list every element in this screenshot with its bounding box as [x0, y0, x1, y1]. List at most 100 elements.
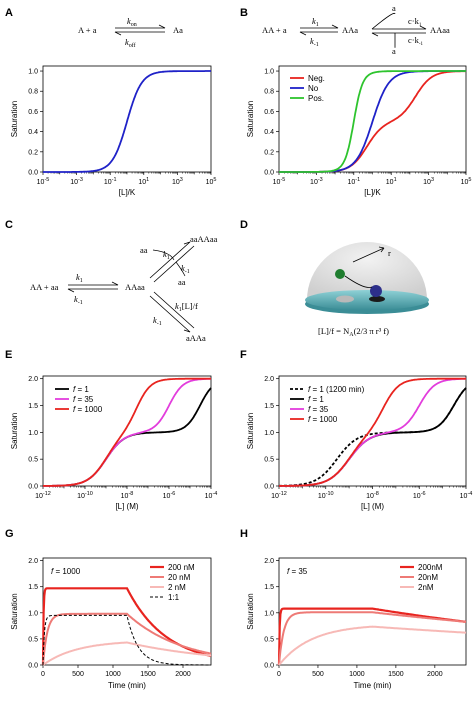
scheme-b: AA + a AAa AAaa k1 k-1 a a c·k1 c·k-1 [262, 3, 450, 56]
x-tick-label: 10-6 [163, 491, 176, 500]
arrow-icon [352, 246, 385, 263]
x-axis-label: Time (min) [108, 681, 146, 690]
legend-label: f = 35 [308, 405, 329, 414]
scheme-b-a-bot: a [392, 46, 396, 56]
arrow-forward-icon [300, 24, 339, 29]
legend-label: 2nM [418, 583, 434, 592]
panel-label-g: G [5, 528, 14, 540]
y-tick-label: 1.0 [28, 69, 38, 76]
diagram-d: r [L]/f = NA(2/3 π r³ f) [305, 242, 429, 338]
x-tick-label: 10-3 [70, 177, 83, 186]
arrow-curve-icon [152, 249, 186, 277]
series-line-20nm [278, 611, 466, 666]
x-tick-label: 101 [138, 177, 149, 186]
arrow-down-icon [149, 295, 191, 333]
scheme-a-right: Aa [173, 25, 183, 35]
scheme-c-aa-in: aa [140, 245, 148, 255]
x-tick-label: 2000 [175, 671, 191, 678]
x-tick-label: 10-8 [366, 491, 379, 500]
x-tick-label: 500 [312, 671, 324, 678]
arrow-forward-icon [115, 24, 166, 29]
scheme-a: A + a Aa kon koff [78, 16, 183, 49]
scheme-c-top: aaAAaa [190, 234, 218, 244]
scheme-b-ck1: c·k1 [408, 16, 422, 28]
scheme-c-aa-out: aa [178, 277, 186, 287]
x-tick-label: 101 [386, 177, 397, 186]
series-line-2-nm [42, 641, 211, 666]
y-tick-label: 0.0 [264, 663, 274, 670]
legend-label: f = 35 [73, 395, 94, 404]
x-axis-label: Time (min) [354, 681, 392, 690]
x-tick-label: 10-6 [413, 491, 426, 500]
y-tick-label: 0.0 [28, 170, 38, 177]
x-tick-label: 10-12 [35, 491, 51, 500]
scheme-b-right: AAaa [430, 25, 450, 35]
receptor-base [369, 296, 385, 302]
legend-label: 200 nM [168, 563, 195, 572]
legend-label: 1:1 [168, 593, 180, 602]
x-tick-label: 500 [72, 671, 84, 678]
y-tick-label: 1.0 [264, 610, 274, 617]
y-tick-label: 1.5 [28, 584, 38, 591]
arrow-forward-icon [371, 12, 427, 30]
x-tick-label: 10-10 [318, 491, 334, 500]
arrow-forward-icon [68, 281, 119, 286]
y-tick-label: 1.5 [264, 403, 274, 410]
x-tick-label: 10-4 [205, 491, 218, 500]
arrow-down-icon [153, 245, 195, 283]
x-tick-label: 1500 [140, 671, 156, 678]
x-axis-label: [L] (M) [115, 502, 138, 511]
panel-label-a: A [5, 7, 13, 19]
y-tick-label: 0.6 [264, 109, 274, 116]
chart-annotation: f = 35 [287, 567, 308, 576]
y-tick-label: 0.4 [28, 129, 38, 136]
panel-label-f: F [240, 349, 247, 361]
series-line-2nm [278, 625, 467, 666]
receptor-patch [336, 295, 354, 303]
receptor-head [370, 285, 382, 297]
y-tick-label: 2.0 [28, 376, 38, 383]
radius-label: r [388, 248, 391, 258]
series-line-pos- [279, 70, 466, 173]
scheme-c-bot: aAAa [186, 333, 206, 343]
legend-label: f = 1000 [73, 405, 103, 414]
chart-g: 0.0 0.5 1.0 1.5 2.0 0 500 1000 1500 2000 Time (min… [10, 557, 212, 690]
x-tick-label: 103 [172, 177, 183, 186]
y-tick-label: 0.5 [264, 636, 274, 643]
scheme-a-kon: kon [127, 16, 137, 28]
scheme-c-km1: k-1 [74, 294, 83, 306]
legend-label: 20 nM [168, 573, 191, 582]
scheme-b-a-top: a [392, 3, 396, 13]
y-axis-label: Saturation [10, 593, 19, 629]
scheme-a-left: A + a [78, 25, 97, 35]
series-line-1-1 [42, 614, 211, 666]
d-formula: [L]/f = NA(2/3 π r³ f) [318, 326, 389, 338]
x-axis-label: [L]/K [364, 188, 381, 197]
y-tick-label: 0.6 [28, 109, 38, 116]
y-tick-label: 2.0 [264, 558, 274, 565]
chart-a: 0.0 0.2 0.4 0.6 0.8 1.0 10-5 10-3 10-1 101 103 105 [… [10, 65, 216, 197]
y-tick-label: 0.0 [28, 663, 38, 670]
x-tick-label: 10-1 [347, 177, 360, 186]
y-tick-label: 1.0 [28, 610, 38, 617]
x-tick-label: 1000 [105, 671, 121, 678]
y-tick-label: 0.2 [28, 149, 38, 156]
x-tick-label: 0 [41, 671, 45, 678]
panel-label-b: B [240, 7, 248, 19]
x-tick-label: 10-1 [104, 177, 117, 186]
scheme-c: AA + aa AAaa k1 k-1 aaAAaa aAAa aa aa k1… [30, 234, 218, 343]
y-tick-label: 0.8 [264, 89, 274, 96]
legend-label: f = 1 (1200 min) [308, 385, 365, 394]
x-tick-label: 2000 [427, 671, 443, 678]
y-tick-label: 0.5 [264, 457, 274, 464]
y-axis-label: Saturation [246, 413, 255, 449]
y-tick-label: 2.0 [264, 376, 274, 383]
legend-label: 2 nM [168, 583, 186, 592]
panel-label-c: C [5, 219, 13, 231]
x-tick-label: 10-5 [273, 177, 286, 186]
panel-label-e: E [5, 349, 12, 361]
y-axis-label: Saturation [10, 101, 19, 137]
x-tick-label: 10-8 [121, 491, 134, 500]
arrow-back-icon [67, 288, 118, 293]
